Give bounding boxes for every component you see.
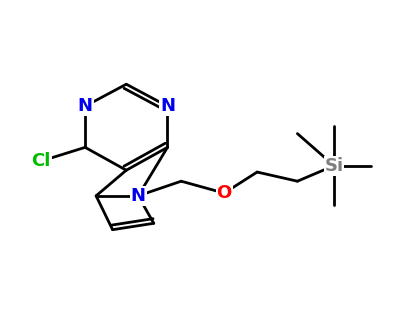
Text: N: N: [78, 97, 93, 115]
Text: N: N: [160, 97, 175, 115]
Text: N: N: [131, 187, 146, 205]
Text: O: O: [217, 184, 232, 202]
Text: Cl: Cl: [32, 152, 51, 170]
Text: Si: Si: [324, 156, 344, 175]
